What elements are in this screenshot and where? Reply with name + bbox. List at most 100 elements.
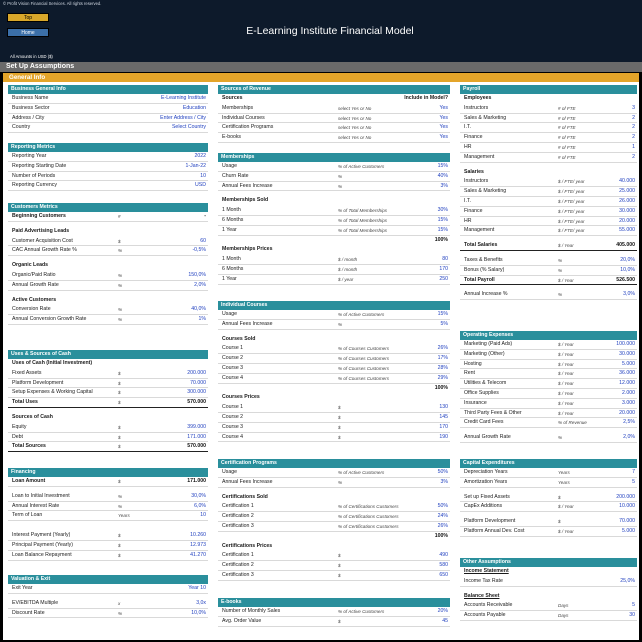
table-row: Finance $ / FTE/ year 30.000 — [460, 207, 637, 217]
table-row: Customer Acquisition Cost $60 — [8, 237, 208, 247]
table-row: HR # of FTE 1 — [460, 143, 637, 153]
row-unit: % of Total Memberships — [338, 227, 388, 233]
total-value: 100% — [434, 384, 448, 391]
row-label: 6 Months — [222, 216, 244, 223]
row-value: 30.000 — [619, 350, 635, 357]
financing-section: Financing Loan Amount $171.000 Loan to Init… — [8, 468, 208, 561]
table-row: 1 Year % of Total Memberships 15% — [218, 226, 450, 236]
row-label: Course 3 — [222, 423, 244, 430]
subheading: Memberships Sold — [222, 197, 269, 204]
table-row: Total Salaries $ / Year 405.000 — [460, 241, 637, 251]
row-value: E-Learning Institute — [161, 95, 206, 101]
row-label: Equity — [12, 423, 27, 430]
subheading: Employees — [464, 95, 492, 101]
row-value: 490 — [439, 552, 448, 559]
row-value: 170 — [439, 423, 448, 430]
row-value: 2 — [632, 124, 635, 131]
top-button[interactable]: Top — [7, 13, 49, 22]
row-unit: $ / FTE/ year — [558, 208, 585, 214]
row-unit: % of Active Customers — [338, 609, 385, 614]
row-value[interactable]: Yes — [439, 104, 448, 111]
row-label: Certification 1 — [222, 552, 254, 559]
row-unit: $ — [118, 552, 121, 558]
table-row: Reporting Starting Date 1-Jan-22 — [8, 162, 208, 172]
row-label: Office Supplies — [464, 389, 499, 396]
row-label: Sales & Marketing — [464, 188, 507, 195]
row-value: 1% — [198, 316, 207, 323]
home-button[interactable]: Home — [7, 28, 49, 37]
row-value: 145 — [439, 413, 448, 420]
row-label: Usage — [222, 163, 237, 169]
row-unit: x — [118, 600, 121, 606]
row-unit: $ / Year — [558, 243, 574, 249]
table-row: 1 Month $ / month 80 — [218, 255, 450, 265]
subheading: Active Customers — [12, 296, 57, 303]
row-unit: $ — [118, 444, 121, 450]
row-label: E-books — [222, 134, 242, 141]
row-value: 5% — [440, 320, 449, 327]
row-value: 45 — [442, 617, 448, 624]
row-unit: $ / month — [338, 266, 358, 272]
table-row: Certification 1 % of Certifications Custo… — [218, 502, 450, 513]
row-label: Hosting — [464, 360, 482, 367]
table-row: Annual Fees Increase% 5% — [218, 320, 450, 330]
row-value: 3% — [440, 182, 449, 189]
top-header: © Profit Vision Financial Services. All … — [0, 0, 642, 62]
row-value: 12.000 — [619, 380, 635, 387]
table-row: Loan Balance Repayment $41.270 — [8, 551, 208, 561]
row-value: 25.000 — [619, 188, 635, 195]
table-row: Utilities & Telecom $ / Year 12.000 — [460, 379, 637, 389]
row-label: Utilities & Telecom — [464, 380, 507, 387]
row-label: Total Payroll — [464, 276, 495, 283]
table-row: Course 2 % of Courses Customers 17% — [218, 354, 450, 364]
table-row: Accounts Payable Days 30 — [460, 611, 637, 621]
row-unit: $ — [338, 405, 341, 411]
row-value: 70.000 — [190, 379, 206, 386]
table-row: CAC Annual Growth Rate %% -0,5% — [8, 246, 208, 257]
row-value: 26% — [437, 522, 448, 529]
row-label: Address / City — [12, 114, 45, 121]
row-label: Certification 2 — [222, 562, 254, 569]
row-label: Discount Rate — [12, 609, 45, 616]
table-row: Depreciation Years Years 7 — [460, 468, 637, 478]
row-value: -0,5% — [192, 247, 206, 254]
table-row: CapEx Additions $ / Year 10.000 — [460, 502, 637, 513]
valuation-section: Valuation & Exit Exit Year Year 10 EV/EBITD… — [8, 575, 208, 619]
table-row: Instructors $ / FTE/ year 40.000 — [460, 177, 637, 188]
row-label: Accounts Payable — [464, 612, 506, 619]
row-label: Setup Expenses & Working Capital — [12, 389, 93, 396]
row-value[interactable]: Yes — [439, 114, 448, 121]
table-row: Equity $399.000 — [8, 423, 208, 433]
row-value: 2 — [632, 134, 635, 141]
section-header: Memberships — [218, 153, 450, 162]
sources-col-header: Sources — [222, 95, 243, 101]
table-row: Principal Payment (Yearly) $12.973 — [8, 541, 208, 551]
row-label: Platform Development — [12, 379, 64, 386]
table-row: Finance # of FTE 2 — [460, 133, 637, 143]
row-value: 3% — [440, 478, 449, 485]
row-label: Number of Monthly Sales — [222, 608, 281, 614]
row-value: 650 — [439, 571, 448, 578]
table-row: Course 1 $130 — [218, 403, 450, 413]
row-value[interactable]: Yes — [439, 124, 448, 131]
row-unit: $ — [118, 370, 121, 376]
row-label: Annual Growth Rate — [464, 434, 511, 441]
row-unit: $ — [338, 572, 341, 578]
table-row: Course 1 % of Courses Customers 26% — [218, 344, 450, 355]
row-value: 15% — [437, 226, 448, 233]
table-row: Credit Card Fees % of Revenue 2,5% — [460, 418, 637, 429]
row-unit: % — [338, 173, 343, 179]
row-label: Usage — [222, 469, 237, 475]
row-value[interactable]: Yes — [439, 134, 448, 141]
row-unit: $ — [558, 519, 561, 525]
table-row: Certification 2 $580 — [218, 561, 450, 571]
row-unit: % of Certifications Customers — [338, 523, 399, 529]
row-label: Management — [464, 227, 495, 234]
copyright-text: © Profit Vision Financial Services. All … — [3, 1, 102, 6]
row-label: Platform Development — [464, 518, 516, 525]
row-value: 1 — [632, 143, 635, 150]
section-header: Reporting Metrics — [8, 143, 208, 152]
row-value: 20.000 — [619, 217, 635, 224]
row-unit: select Yes or No — [338, 105, 372, 111]
row-label: Principal Payment (Yearly) — [12, 541, 73, 548]
